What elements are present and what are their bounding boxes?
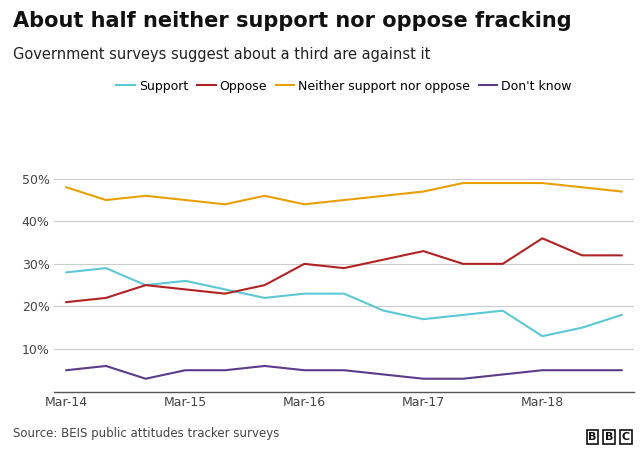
Support bbox=[261, 295, 269, 301]
Don't know bbox=[538, 368, 546, 373]
Text: B: B bbox=[588, 432, 597, 442]
Oppose bbox=[182, 287, 189, 292]
Support bbox=[538, 333, 546, 339]
Text: B: B bbox=[605, 432, 614, 442]
Oppose bbox=[63, 299, 70, 305]
Line: Oppose: Oppose bbox=[67, 238, 621, 302]
Oppose bbox=[459, 261, 467, 266]
Support bbox=[102, 266, 110, 271]
Support bbox=[419, 316, 427, 322]
Neither support nor oppose bbox=[221, 202, 229, 207]
Oppose bbox=[221, 291, 229, 297]
Neither support nor oppose bbox=[340, 198, 348, 203]
Support bbox=[618, 312, 625, 318]
Neither support nor oppose bbox=[63, 184, 70, 190]
Oppose bbox=[380, 257, 387, 262]
Don't know bbox=[221, 368, 229, 373]
Don't know bbox=[261, 363, 269, 369]
Text: About half neither support nor oppose fracking: About half neither support nor oppose fr… bbox=[13, 11, 572, 31]
Don't know bbox=[340, 368, 348, 373]
Legend: Support, Oppose, Neither support nor oppose, Don't know: Support, Oppose, Neither support nor opp… bbox=[111, 75, 577, 98]
Don't know bbox=[102, 363, 110, 369]
Support bbox=[221, 287, 229, 292]
Don't know bbox=[459, 376, 467, 382]
Neither support nor oppose bbox=[182, 198, 189, 203]
Oppose bbox=[340, 266, 348, 271]
Support bbox=[182, 278, 189, 284]
Oppose bbox=[578, 252, 586, 258]
Neither support nor oppose bbox=[419, 189, 427, 194]
Support bbox=[340, 291, 348, 297]
Oppose bbox=[301, 261, 308, 266]
Neither support nor oppose bbox=[142, 193, 150, 198]
Text: Government surveys suggest about a third are against it: Government surveys suggest about a third… bbox=[13, 47, 430, 62]
Neither support nor oppose bbox=[499, 180, 506, 186]
Support bbox=[142, 283, 150, 288]
Text: C: C bbox=[622, 432, 630, 442]
Neither support nor oppose bbox=[618, 189, 625, 194]
Oppose bbox=[419, 248, 427, 254]
Don't know bbox=[380, 372, 387, 377]
Oppose bbox=[261, 283, 269, 288]
Support bbox=[578, 325, 586, 330]
Support bbox=[499, 308, 506, 313]
Don't know bbox=[618, 368, 625, 373]
Don't know bbox=[301, 368, 308, 373]
Text: Source: BEIS public attitudes tracker surveys: Source: BEIS public attitudes tracker su… bbox=[13, 427, 279, 440]
Neither support nor oppose bbox=[380, 193, 387, 198]
Support bbox=[301, 291, 308, 297]
Don't know bbox=[578, 368, 586, 373]
Neither support nor oppose bbox=[459, 180, 467, 186]
Line: Neither support nor oppose: Neither support nor oppose bbox=[67, 183, 621, 204]
Support bbox=[459, 312, 467, 318]
Don't know bbox=[419, 376, 427, 382]
Neither support nor oppose bbox=[301, 202, 308, 207]
Support bbox=[63, 270, 70, 275]
Don't know bbox=[142, 376, 150, 382]
Don't know bbox=[182, 368, 189, 373]
Don't know bbox=[499, 372, 506, 377]
Neither support nor oppose bbox=[261, 193, 269, 198]
Don't know bbox=[63, 368, 70, 373]
Oppose bbox=[538, 236, 546, 241]
Line: Don't know: Don't know bbox=[67, 366, 621, 379]
Neither support nor oppose bbox=[538, 180, 546, 186]
Oppose bbox=[499, 261, 506, 266]
Oppose bbox=[102, 295, 110, 301]
Neither support nor oppose bbox=[102, 198, 110, 203]
Oppose bbox=[618, 252, 625, 258]
Oppose bbox=[142, 283, 150, 288]
Neither support nor oppose bbox=[578, 184, 586, 190]
Line: Support: Support bbox=[67, 268, 621, 336]
Support bbox=[380, 308, 387, 313]
